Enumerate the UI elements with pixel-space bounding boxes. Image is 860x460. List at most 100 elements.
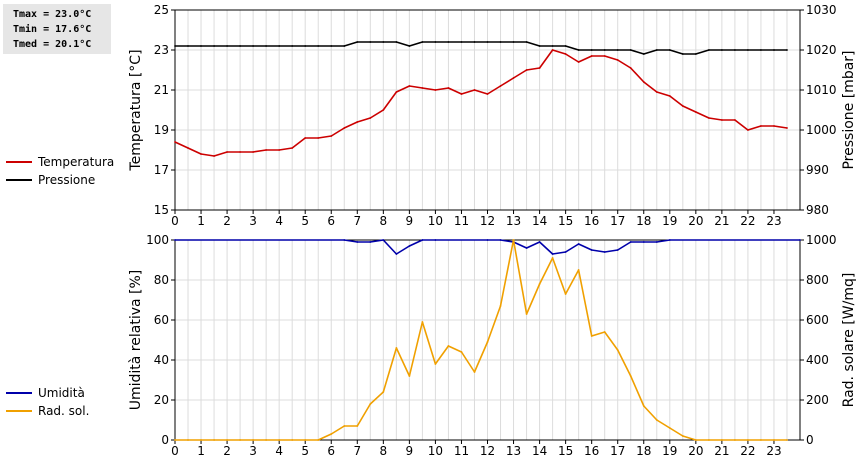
data-point-temperatura (760, 125, 762, 127)
stats-box: Tmax = 23.0°C Tmin = 17.6°C Tmed = 20.1°… (3, 4, 111, 54)
series-line-temperatura (174, 49, 788, 157)
y-right-tick-label: 1030 (806, 3, 837, 17)
data-point-temperatura (278, 149, 281, 151)
legend-label: Umidità (38, 386, 85, 400)
data-point-temperatura (421, 87, 424, 89)
data-point-umidit (616, 249, 619, 251)
data-point-pressione (721, 49, 723, 51)
data-point-rad-sol (525, 313, 528, 315)
data-point-umidit (538, 241, 541, 243)
data-point-umidit (382, 239, 385, 241)
data-point-rad-sol (564, 293, 567, 295)
data-point-temperatura (499, 85, 502, 87)
data-point-rad-sol (330, 433, 333, 435)
y-right-tick-label: 1000 (806, 233, 837, 247)
data-point-umidit (434, 239, 437, 241)
x-tick-label: 7 (353, 214, 361, 228)
x-tick-label: 21 (714, 444, 729, 458)
data-point-pressione (434, 41, 437, 43)
y-left-tick-label: 80 (154, 273, 169, 287)
data-point-rad-sol (434, 363, 437, 365)
x-tick-label: 20 (688, 214, 703, 228)
data-point-temperatura (226, 151, 229, 153)
data-point-temperatura (538, 67, 541, 69)
data-point-pressione (395, 41, 398, 43)
data-point-temperatura (356, 121, 359, 123)
x-tick-label: 1 (197, 214, 205, 228)
data-point-pressione (226, 45, 229, 47)
data-point-rad-sol (499, 305, 502, 307)
data-point-umidit (343, 239, 346, 241)
data-point-temperatura (668, 95, 671, 97)
x-tick-label: 17 (610, 214, 625, 228)
data-point-umidit (369, 241, 372, 243)
y-left-tick-label: 15 (154, 203, 169, 217)
x-tick-label: 10 (428, 214, 443, 228)
data-point-temperatura (213, 155, 216, 157)
x-tick-label: 5 (301, 214, 309, 228)
x-tick-label: 3 (249, 214, 257, 228)
data-point-umidit (629, 241, 632, 243)
data-point-temperatura (590, 55, 593, 57)
data-point-rad-sol (603, 331, 606, 333)
tmed-label: Tmed = 20.1°C (13, 39, 92, 50)
data-point-pressione (200, 45, 202, 47)
x-tick-label: 13 (506, 214, 521, 228)
data-point-rad-sol (681, 435, 684, 437)
data-point-pressione (616, 49, 619, 51)
data-point-pressione (486, 41, 489, 43)
y-left-tick-label: 21 (154, 83, 169, 97)
data-point-rad-sol (616, 349, 619, 351)
data-point-temperatura (708, 117, 710, 119)
x-tick-label: 11 (454, 444, 469, 458)
data-point-temperatura (200, 153, 202, 155)
data-point-umidit (655, 241, 658, 243)
y-right-tick-label: 200 (806, 393, 829, 407)
data-point-temperatura (681, 105, 684, 107)
data-point-umidit (564, 251, 567, 253)
data-point-rad-sol (317, 439, 320, 441)
x-tick-label: 22 (740, 214, 755, 228)
data-point-rad-sol (265, 439, 267, 441)
y-left-axis-label: Temperatura [°C] (128, 49, 144, 171)
legend-label: Pressione (38, 173, 96, 187)
x-tick-label: 18 (636, 214, 651, 228)
data-point-temperatura (747, 129, 749, 131)
data-point-temperatura (291, 147, 294, 149)
data-point-rad-sol (369, 403, 372, 405)
data-point-rad-sol (200, 439, 202, 441)
data-point-rad-sol (708, 439, 710, 441)
x-tick-label: 0 (171, 444, 179, 458)
data-point-pressione (343, 45, 346, 47)
data-point-pressione (760, 49, 762, 51)
data-point-rad-sol (343, 425, 346, 427)
data-point-pressione (291, 45, 294, 47)
data-point-pressione (734, 49, 736, 51)
data-point-pressione (551, 45, 554, 47)
data-point-pressione (629, 49, 632, 51)
data-point-umidit (486, 239, 489, 241)
y-left-axis-label: Umidità relativa [%] (128, 270, 144, 411)
data-point-temperatura (239, 151, 242, 153)
y-right-axis-label: Rad. solare [W/mq] (841, 273, 857, 408)
y-right-tick-label: 990 (806, 163, 829, 177)
data-point-pressione (330, 45, 333, 47)
x-tick-label: 19 (662, 444, 677, 458)
data-point-temperatura (252, 151, 255, 153)
data-point-pressione (525, 41, 528, 43)
data-point-temperatura (734, 119, 736, 121)
x-tick-label: 10 (428, 444, 443, 458)
data-point-umidit (408, 245, 411, 247)
data-point-rad-sol (629, 375, 632, 377)
data-point-pressione (278, 45, 281, 47)
data-point-rad-sol (291, 439, 294, 441)
data-point-rad-sol (252, 439, 255, 441)
data-point-pressione (773, 49, 775, 51)
y-left-tick-label: 40 (154, 353, 169, 367)
data-point-pressione (356, 41, 359, 43)
x-tick-label: 19 (662, 214, 677, 228)
x-tick-label: 9 (406, 214, 414, 228)
chart-panel-1: 0 1 2 3 4 5 6 7 8 9 10 11 12 13 14 15 16 17 18 19 20 21 22 2315… (128, 3, 857, 228)
data-point-temperatura (473, 89, 476, 91)
